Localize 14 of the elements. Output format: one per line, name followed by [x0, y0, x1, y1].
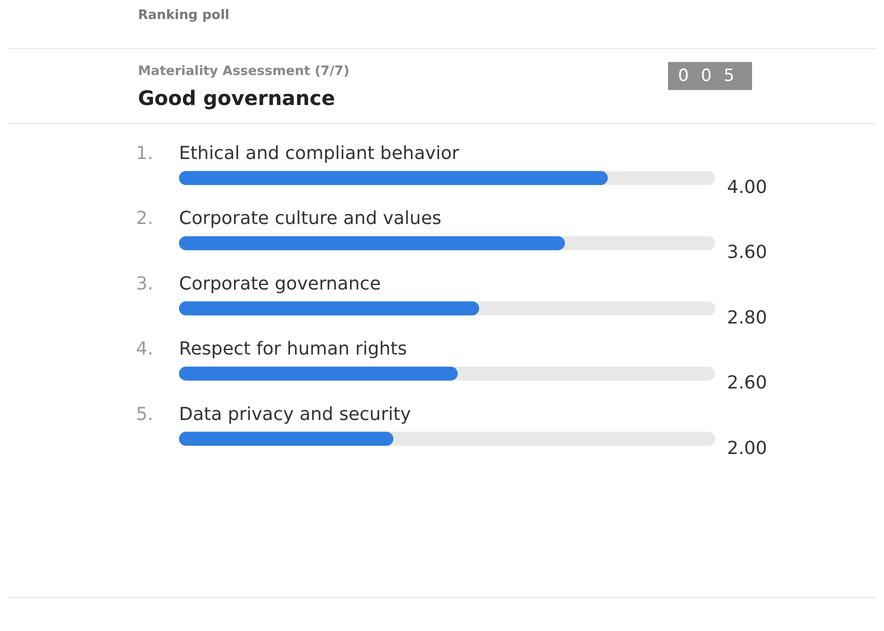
category-label: 4. Respect for human rights: [136, 338, 407, 360]
data-label: 4.00: [727, 177, 768, 198]
chart-title: Good governance: [138, 86, 336, 110]
category-label: 2. Corporate culture and values: [136, 208, 442, 230]
data-label: 2.80: [727, 307, 768, 328]
data-label: 2.60: [727, 372, 768, 394]
data-label: 2.00: [727, 438, 768, 459]
text: Ranking poll: [138, 8, 230, 23]
text: 005: [668, 62, 752, 90]
category-label: 1. Ethical and compliant behavior: [136, 143, 460, 164]
data-label: 3.60: [727, 242, 768, 264]
chart-subtitle: Materiality Assessment (7/7): [138, 64, 350, 79]
category-label: 5. Data privacy and security: [136, 404, 411, 425]
category-label: 3. Corporate governance: [136, 273, 381, 294]
